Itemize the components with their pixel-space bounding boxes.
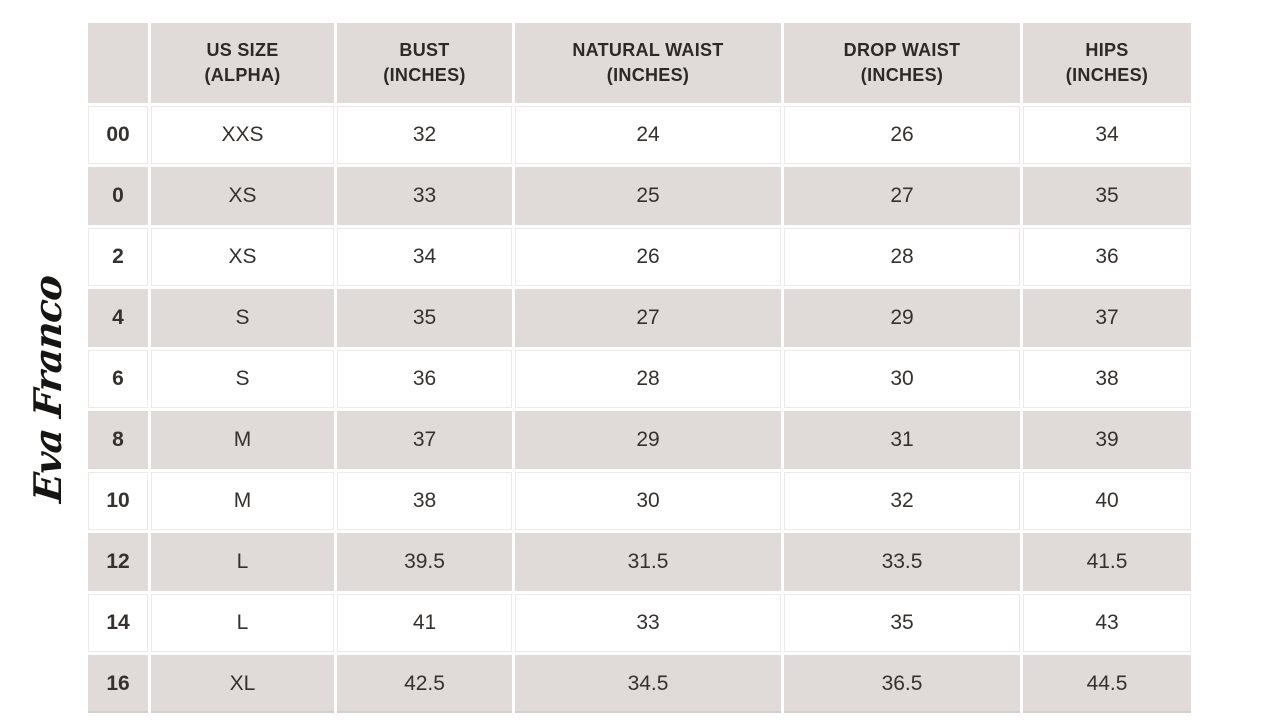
column-header: US SIZE (ALPHA) [151,23,334,103]
cell-natural_waist: 24 [515,106,781,164]
cell-alpha: S [151,289,334,347]
cell-drop_waist: 32 [784,472,1020,530]
cell-bust: 38 [337,472,512,530]
cell-drop_waist: 27 [784,167,1020,225]
row-label: 14 [88,594,148,652]
cell-natural_waist: 34.5 [515,655,781,713]
cell-alpha: L [151,594,334,652]
table-row: 0 XS 33 25 27 35 [88,167,1191,225]
table-header: US SIZE (ALPHA) BUST (INCHES) NATURAL WAIST (… [88,23,1191,103]
cell-hips: 35 [1023,167,1191,225]
cell-drop_waist: 31 [784,411,1020,469]
table-row: 2 XS 34 26 28 36 [88,228,1191,286]
cell-natural_waist: 30 [515,472,781,530]
column-header: NATURAL WAIST (INCHES) [515,23,781,103]
column-header: HIPS (INCHES) [1023,23,1191,103]
cell-drop_waist: 35 [784,594,1020,652]
table-row: 4 S 35 27 29 37 [88,289,1191,347]
row-label: 8 [88,411,148,469]
cell-hips: 43 [1023,594,1191,652]
cell-alpha: M [151,472,334,530]
cell-drop_waist: 33.5 [784,533,1020,591]
table-row: 12 L 39.5 31.5 33.5 41.5 [88,533,1191,591]
column-header-line: DROP WAIST [843,39,961,60]
cell-bust: 41 [337,594,512,652]
table-body: 00 XXS 32 24 26 34 0 XS 33 25 27 35 2 XS 34 26 28 36 4 S 35 2… [88,106,1191,713]
column-header-line: (INCHES) [1065,65,1149,85]
cell-alpha: L [151,533,334,591]
table-row: 00 XXS 32 24 26 34 [88,106,1191,164]
cell-hips: 37 [1023,289,1191,347]
cell-drop_waist: 26 [784,106,1020,164]
cell-hips: 44.5 [1023,655,1191,713]
column-header-line: (INCHES) [606,65,690,85]
header-row: US SIZE (ALPHA) BUST (INCHES) NATURAL WAIST (… [88,23,1191,103]
row-label: 16 [88,655,148,713]
cell-natural_waist: 27 [515,289,781,347]
cell-alpha: XS [151,228,334,286]
cell-bust: 32 [337,106,512,164]
table-row: 10 M 38 30 32 40 [88,472,1191,530]
cell-hips: 34 [1023,106,1191,164]
corner-cell [88,23,148,103]
cell-hips: 39 [1023,411,1191,469]
cell-bust: 33 [337,167,512,225]
column-header-line: NATURAL WAIST [572,39,724,60]
cell-bust: 37 [337,411,512,469]
column-header-line: (INCHES) [860,65,944,85]
cell-drop_waist: 30 [784,350,1020,408]
row-label: 6 [88,350,148,408]
cell-bust: 39.5 [337,533,512,591]
row-label: 4 [88,289,148,347]
row-label: 10 [88,472,148,530]
cell-alpha: S [151,350,334,408]
cell-natural_waist: 31.5 [515,533,781,591]
cell-drop_waist: 36.5 [784,655,1020,713]
cell-bust: 42.5 [337,655,512,713]
cell-hips: 40 [1023,472,1191,530]
brand-logo-signature: Eva Franco [25,273,70,505]
cell-natural_waist: 33 [515,594,781,652]
column-header: DROP WAIST (INCHES) [784,23,1020,103]
column-header-line: (ALPHA) [204,65,281,85]
table-row: 8 M 37 29 31 39 [88,411,1191,469]
table-row: 14 L 41 33 35 43 [88,594,1191,652]
cell-bust: 34 [337,228,512,286]
cell-bust: 35 [337,289,512,347]
cell-drop_waist: 28 [784,228,1020,286]
column-header-line: (INCHES) [383,65,466,85]
size-chart-table: US SIZE (ALPHA) BUST (INCHES) NATURAL WAIST (… [85,20,1194,716]
cell-alpha: XL [151,655,334,713]
row-label: 00 [88,106,148,164]
table-row: 6 S 36 28 30 38 [88,350,1191,408]
cell-natural_waist: 28 [515,350,781,408]
cell-hips: 36 [1023,228,1191,286]
cell-bust: 36 [337,350,512,408]
cell-natural_waist: 26 [515,228,781,286]
column-header-line: BUST [399,39,450,60]
table-row: 16 XL 42.5 34.5 36.5 44.5 [88,655,1191,713]
column-header-line: US SIZE [206,39,279,60]
cell-hips: 38 [1023,350,1191,408]
row-label: 12 [88,533,148,591]
column-header: BUST (INCHES) [337,23,512,103]
cell-alpha: XS [151,167,334,225]
cell-natural_waist: 29 [515,411,781,469]
cell-alpha: XXS [151,106,334,164]
cell-natural_waist: 25 [515,167,781,225]
column-header-line: HIPS [1085,39,1129,60]
row-label: 2 [88,228,148,286]
row-label: 0 [88,167,148,225]
cell-drop_waist: 29 [784,289,1020,347]
cell-alpha: M [151,411,334,469]
cell-hips: 41.5 [1023,533,1191,591]
